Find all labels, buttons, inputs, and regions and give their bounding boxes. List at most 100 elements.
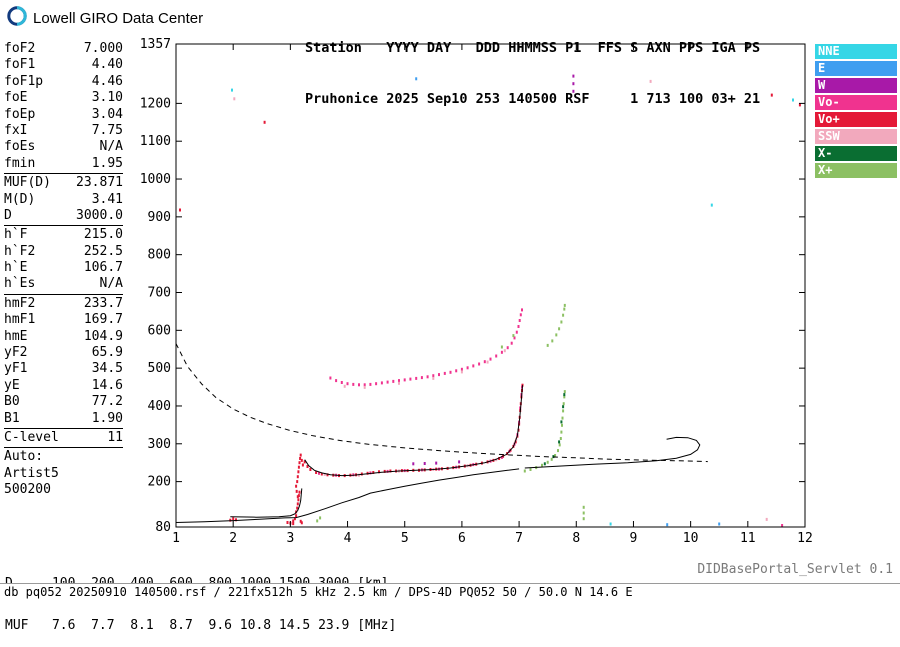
param-label: hmF2 [4, 295, 36, 311]
station-header-values: Pruhonice 2025 Sep10 253 140500 RSF 1 71… [305, 91, 761, 107]
legend: NNE E W Vo- Vo+ SSW X- X+ [815, 44, 897, 180]
param-value: 169.7 [83, 312, 123, 328]
param-label: fxI [4, 122, 28, 138]
param-value: 11 [107, 429, 123, 445]
param-label: C-level [4, 429, 59, 445]
param-label: B0 [4, 394, 20, 410]
series-o-trace-1hop-w [412, 460, 461, 466]
param-value: 252.5 [83, 243, 123, 259]
param-row: yE 14.6 [4, 378, 123, 394]
muf-table-muf-row: MUF 7.6 7.7 8.1 8.7 9.6 10.8 14.5 23.9 [… [5, 618, 397, 633]
param-row: hmF1 169.7 [4, 312, 123, 328]
series-o-trace-1hop-ssw [323, 437, 518, 477]
y-tick-label: 300 [148, 437, 171, 452]
x-tick-label: 2 [229, 531, 237, 546]
param-value: 104.9 [83, 328, 123, 344]
param-row: MUF(D) 23.871 [4, 175, 123, 191]
param-label: h`F [4, 227, 28, 243]
param-label: 500200 [4, 482, 51, 498]
x-tick-label: 12 [797, 531, 813, 546]
giro-logo-icon [6, 5, 28, 31]
param-row: hmF2 233.7 [4, 296, 123, 312]
param-row: fmin 1.95 [4, 156, 123, 172]
series-o-trace-1hop-pink [318, 385, 523, 477]
param-label: Auto: [4, 449, 44, 465]
line-fitted-e-trace [230, 488, 303, 518]
param-label: yF2 [4, 345, 28, 361]
param-section: Auto: Artist5 500200 [4, 447, 123, 499]
param-value: 34.5 [91, 361, 123, 377]
series-foE-cusp [295, 453, 304, 499]
y-tick-label: 700 [148, 285, 171, 300]
param-label: hmF1 [4, 312, 36, 328]
logo-title: Lowell GIRO Data Center [33, 9, 204, 27]
legend-item-vo: Vo- [815, 95, 897, 110]
x-tick-label: 8 [572, 531, 580, 546]
y-tick-label: 600 [148, 323, 171, 338]
x-tick-label: 4 [344, 531, 352, 546]
param-label: D [4, 207, 12, 223]
param-value: 1.95 [91, 155, 123, 171]
param-value: 65.9 [91, 345, 123, 361]
param-label: hmE [4, 328, 28, 344]
legend-item-x: X- [815, 146, 897, 161]
servlet-version-label: DIDBasePortal_Servlet 0.1 [697, 562, 893, 577]
y-tick-label: 1000 [140, 172, 171, 187]
x-tick-label: 11 [740, 531, 756, 546]
param-value: 215.0 [83, 227, 123, 243]
series-scattered-noise [179, 74, 801, 527]
x-tick-label: 1 [172, 531, 180, 546]
series-x-trace-1hop [523, 390, 566, 473]
legend-item-vo: Vo+ [815, 112, 897, 127]
param-value: 233.7 [83, 295, 123, 311]
series-o-trace-2hop-ssw [343, 349, 506, 389]
series-x-trace-2hop [500, 303, 566, 349]
param-row: D 3000.0 [4, 208, 123, 224]
y-tick-label: 400 [148, 399, 171, 414]
x-tick-label: 9 [630, 531, 638, 546]
ionogram-plot: 1 2 3 4 5 6 7 8 9 10 11 128020030040050060070080090… [140, 37, 813, 546]
param-label: foF1 [4, 57, 36, 73]
param-row: B1 1.90 [4, 411, 123, 427]
x-tick-label: 10 [683, 531, 699, 546]
param-row: fxI 7.75 [4, 123, 123, 139]
y-tick-label: 80 [155, 520, 171, 535]
y-tick-label: 200 [148, 475, 171, 490]
y-tick-label: 1200 [140, 96, 171, 111]
y-tick-label: 1357 [140, 37, 171, 52]
param-value: 14.6 [91, 377, 123, 393]
plot-frame [175, 43, 806, 528]
param-label: h`F2 [4, 243, 36, 259]
status-bar: db pq052 20250910 140500.rsf / 221fx512h… [0, 583, 900, 600]
line-true-height-profile [175, 468, 520, 523]
legend-item-ssw: SSW [815, 129, 897, 144]
y-tick-label: 500 [148, 361, 171, 376]
param-value: 3.10 [91, 90, 123, 106]
x-tick-label: 6 [458, 531, 466, 546]
param-section: hmF2 233.7 hmF1 169.7 hmE 104.9 yF2 65.9 yF1 34.5… [4, 293, 123, 428]
param-panel: foF2 7.000 foF1 4.40 foF1p 4.46 foE 3.10 foEp 3.0… [4, 40, 123, 500]
param-label: MUF(D) [4, 175, 51, 191]
param-value: N/A [99, 139, 123, 155]
param-label: h`Es [4, 276, 36, 292]
param-row: 500200 [4, 482, 123, 498]
line-transmission-curve [175, 343, 708, 463]
param-row: C-level 11 [4, 430, 123, 446]
x-tick-label: 7 [515, 531, 523, 546]
y-tick-label: 1100 [140, 134, 171, 149]
param-row: B0 77.2 [4, 394, 123, 410]
param-row: foF2 7.000 [4, 41, 123, 57]
series-o-trace-2hop [329, 308, 523, 387]
param-row: h`F2 252.5 [4, 244, 123, 260]
param-row: hmE 104.9 [4, 329, 123, 345]
param-row: Auto: [4, 449, 123, 465]
param-label: foF1p [4, 73, 44, 89]
param-value: 4.46 [91, 73, 123, 89]
param-label: foEp [4, 106, 36, 122]
line-trace-extension [524, 436, 701, 469]
param-row: foE 3.10 [4, 90, 123, 106]
param-row: Artist5 [4, 466, 123, 482]
giro-ionogram-page: { "header": { "logo_text": "Lowell GIRO … [0, 5, 900, 633]
param-value: 3.04 [91, 106, 123, 122]
param-row: yF1 34.5 [4, 361, 123, 377]
